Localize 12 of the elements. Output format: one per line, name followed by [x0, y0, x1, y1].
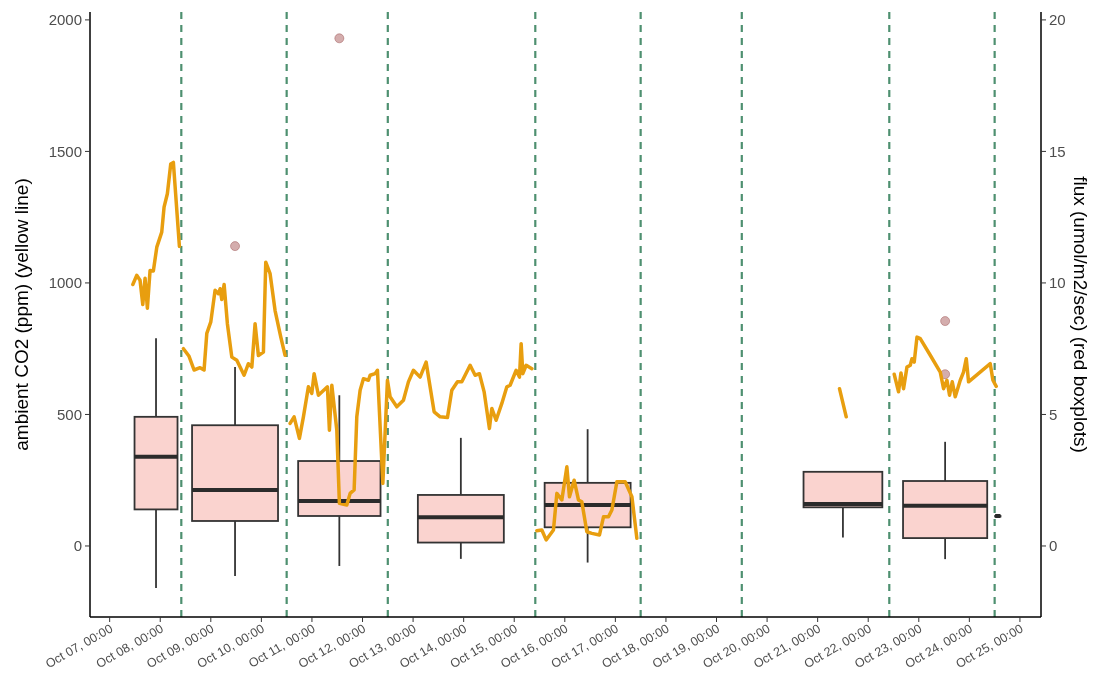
y-tick-label: 2000 — [48, 11, 82, 29]
y2-tick-label: 5 — [1049, 405, 1058, 423]
y-axis-title: ambient CO2 (ppm) (yellow line) — [11, 178, 32, 451]
y2-axis-title: flux (umol/m2/sec) (red boxplots) — [1070, 176, 1091, 453]
y-tick-label: 1000 — [48, 274, 82, 292]
y2-tick-label: 0 — [1049, 537, 1058, 555]
y2-tick-label: 20 — [1049, 11, 1066, 29]
y2-tick-label: 15 — [1049, 142, 1066, 160]
y-tick-label: 1500 — [48, 142, 82, 160]
y-tick-label: 0 — [73, 537, 82, 555]
y2-tick-label: 10 — [1049, 274, 1066, 292]
y-tick-label: 500 — [56, 405, 82, 423]
